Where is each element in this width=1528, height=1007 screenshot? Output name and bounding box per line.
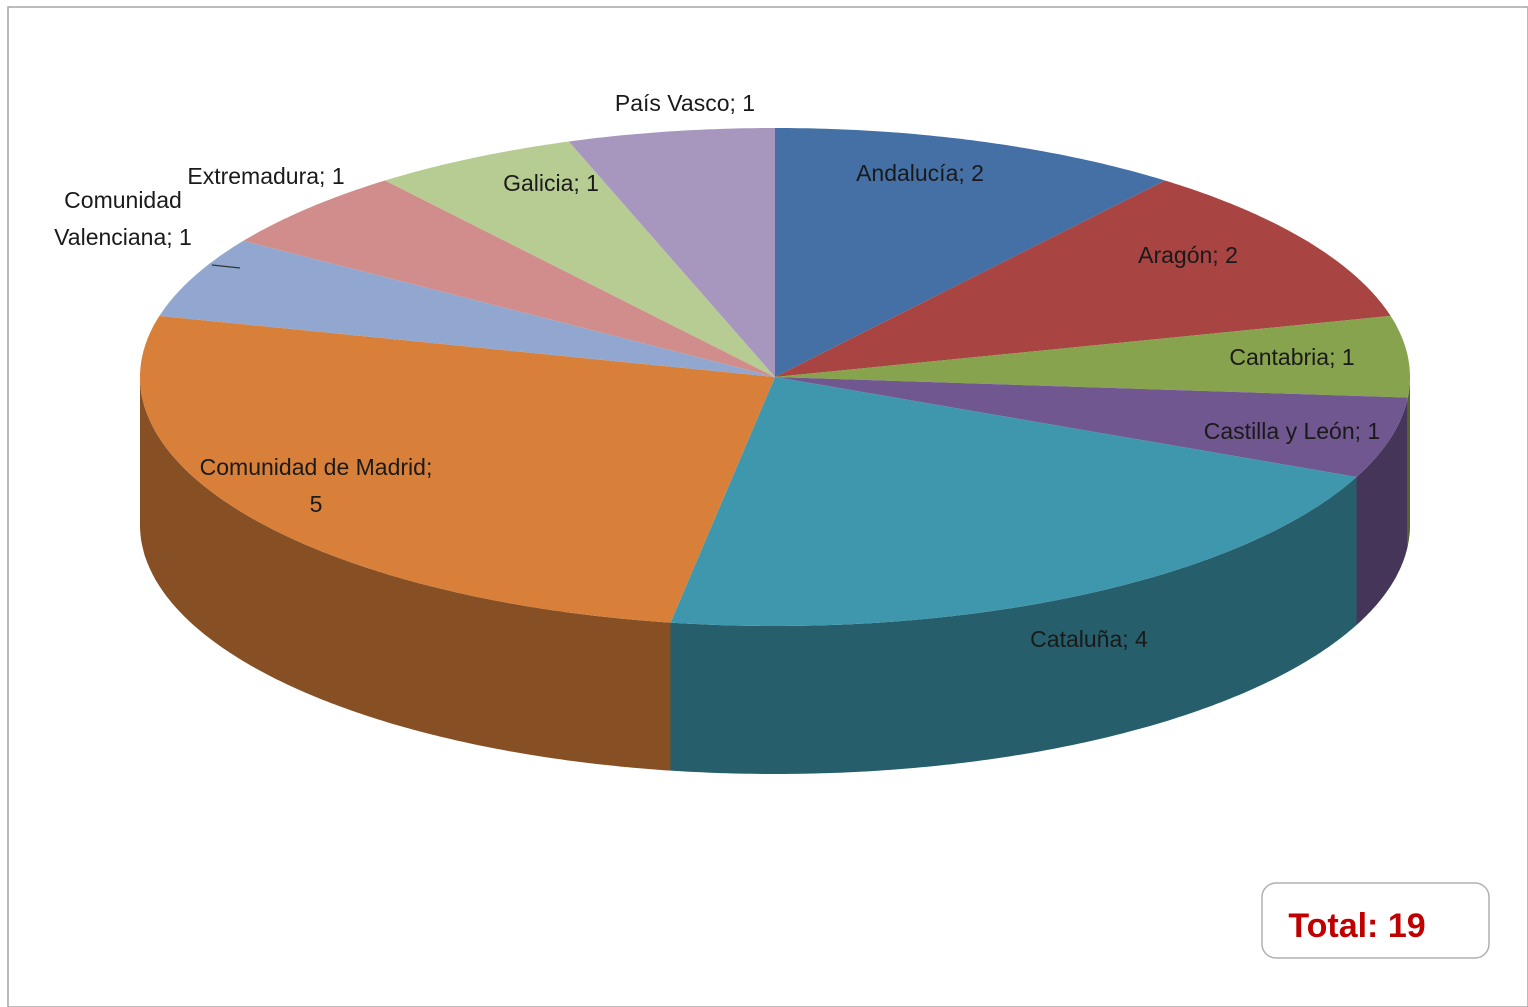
data-label: Galicia; 1 xyxy=(503,170,599,196)
pie-slice: Extremadura xyxy=(243,180,775,377)
pie-sides xyxy=(140,377,1410,774)
pie-slice: Comunidad Valenciana xyxy=(159,240,775,377)
pie-side xyxy=(1407,377,1410,546)
data-label: País Vasco; 1 xyxy=(615,90,755,116)
pie-slice: Andalucía xyxy=(775,128,1165,377)
pie-tops: AndalucíaAragónCantabriaCastilla y LeónC… xyxy=(140,128,1410,626)
data-label: Aragón; 2 xyxy=(1138,242,1238,268)
data-labels: Andalucía; 2 Aragón; 2 Cantabria; 1 Castill… xyxy=(54,90,1380,652)
data-label: Comunidad Valenciana; 1 xyxy=(54,187,192,250)
data-label: Cataluña; 4 xyxy=(1030,626,1148,652)
data-label: Extremadura; 1 xyxy=(187,163,344,189)
data-label: Cantabria; 1 xyxy=(1229,344,1354,370)
pie-slice: Cataluña xyxy=(670,377,1357,626)
leader-line xyxy=(211,264,241,269)
data-label: Castilla y León; 1 xyxy=(1204,418,1380,444)
pie-slice: Castilla y León xyxy=(775,377,1408,477)
total-box xyxy=(1261,882,1490,959)
pie-side xyxy=(1356,397,1408,625)
pie-slice: Comunidad de Madrid xyxy=(140,315,775,623)
data-label: Andalucía; 2 xyxy=(856,160,984,186)
pie-slice: Cantabria xyxy=(775,315,1410,398)
pie-side xyxy=(670,477,1357,774)
data-label: Comunidad de Madrid; 5 xyxy=(200,454,433,517)
total-annotation: Total: 19 xyxy=(1288,907,1425,945)
pie-side xyxy=(140,377,671,771)
pie-slice: Aragón xyxy=(775,180,1391,377)
pie-slice: Galicia xyxy=(385,141,775,377)
pie-slice: País Vasco xyxy=(568,128,775,377)
